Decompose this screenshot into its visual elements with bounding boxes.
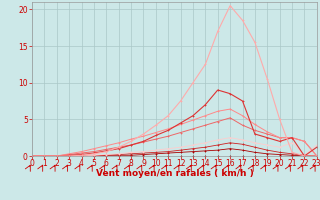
- X-axis label: Vent moyen/en rafales ( km/h ): Vent moyen/en rafales ( km/h ): [96, 169, 253, 178]
